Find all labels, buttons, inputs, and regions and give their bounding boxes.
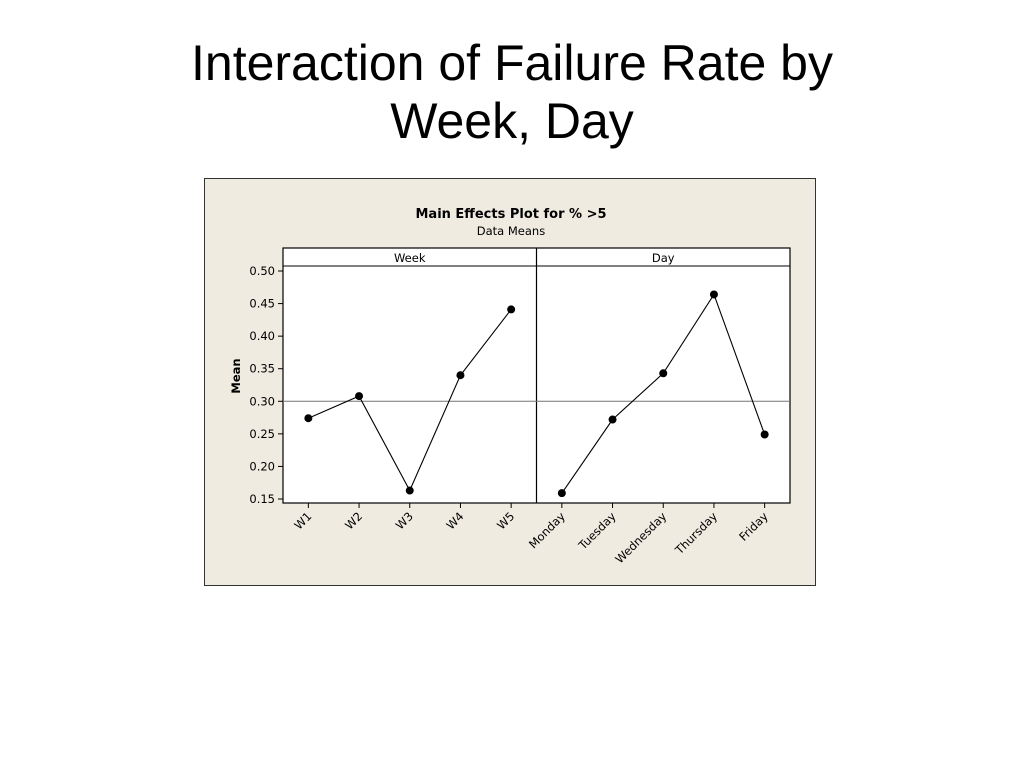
data-point — [507, 305, 516, 314]
slide-title-line-1: Interaction of Failure Rate by — [191, 35, 833, 91]
x-tick-label: W1 — [291, 509, 314, 532]
panel-strip-label: Day — [652, 251, 675, 265]
x-tick-label: Thursday — [672, 509, 721, 558]
data-point — [304, 414, 313, 423]
main-effects-plot: Main Effects Plot for % >5 Data Means Me… — [229, 207, 791, 566]
y-tick-label: 0.30 — [249, 394, 275, 408]
x-tick-label: Monday — [526, 509, 568, 551]
y-tick-label: 0.40 — [249, 329, 275, 343]
data-point — [760, 430, 769, 439]
x-tick-label: W3 — [393, 509, 416, 532]
data-point — [355, 392, 364, 401]
x-tick-label: Tuesday — [575, 509, 619, 553]
chart-frame: Main Effects Plot for % >5 Data Means Me… — [204, 178, 816, 586]
slide-title: Interaction of Failure Rate by Week, Day — [0, 34, 1024, 150]
slide-title-line-2: Week, Day — [390, 93, 634, 149]
panels-layer: 0.15 0.20 0.25 0.30 0.35 0.40 0.45 0.50 Week W1 W2… — [249, 247, 791, 566]
y-tick-label: 0.50 — [249, 264, 275, 278]
data-point — [405, 486, 414, 495]
chart-subtitle: Data Means — [477, 224, 545, 238]
x-tick-label: Wednesday — [612, 509, 669, 566]
data-point — [659, 369, 668, 378]
y-axis-label: Mean — [229, 358, 243, 393]
data-point — [456, 371, 465, 380]
y-tick-label: 0.20 — [249, 459, 275, 473]
data-point — [709, 290, 718, 299]
x-tick-label: Friday — [736, 509, 771, 544]
data-point — [557, 489, 566, 498]
data-point — [608, 415, 617, 424]
panel-strip-label: Week — [394, 251, 426, 265]
y-tick-label: 0.25 — [249, 427, 275, 441]
y-tick-label: 0.45 — [249, 297, 275, 311]
y-tick-label: 0.15 — [249, 492, 275, 506]
x-tick-label: W4 — [443, 509, 466, 532]
x-tick-label: W2 — [342, 509, 365, 532]
x-tick-label: W5 — [494, 509, 517, 532]
chart-title: Main Effects Plot for % >5 — [415, 207, 606, 222]
y-tick-label: 0.35 — [249, 362, 275, 376]
